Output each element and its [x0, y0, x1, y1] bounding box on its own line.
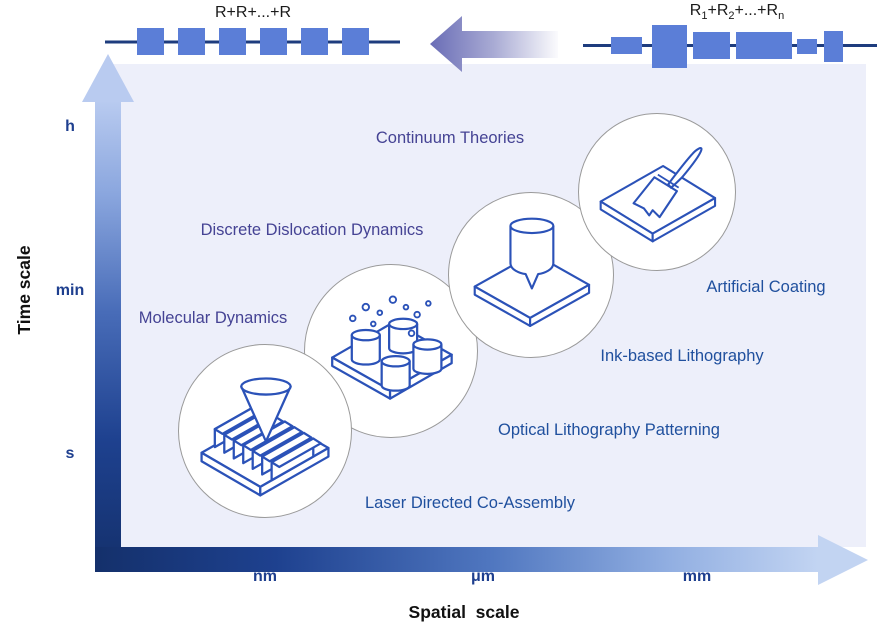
process-label-ink-litho: Ink-based Lithography [600, 347, 764, 365]
x-tick-nm: nm [253, 568, 277, 585]
y-tick-h: h [65, 118, 75, 135]
x-tick-um: μm [470, 568, 495, 585]
x-axis-title: Spatial scale [408, 602, 520, 622]
copolymer-label: R1+R2+...+Rn [689, 2, 785, 23]
y-tick-s: s [65, 445, 75, 462]
process-label-laser-assembly: Laser Directed Co-Assembly [365, 494, 575, 512]
pillars-icon [331, 295, 453, 400]
left-arrow-icon [430, 16, 558, 72]
y-tick-min: min [55, 282, 85, 299]
process-label-artificial-coating: Artificial Coating [706, 278, 826, 296]
laser-fins-icon [200, 377, 330, 497]
y-axis-shaft [95, 100, 121, 572]
node-circle-laser-assembly [178, 344, 352, 518]
x-tick-mm: mm [682, 568, 712, 585]
process-label-optical-litho: Optical Lithography Patterning [498, 421, 720, 439]
coating-brush-icon [599, 147, 717, 243]
copolymer-chain-graphic [583, 25, 877, 68]
model-label-molecular-dynamics: Molecular Dynamics [138, 309, 288, 327]
homopolymer-chain-graphic [105, 28, 400, 55]
homopolymer-label: R+R+...+R [214, 4, 292, 21]
y-axis-title: Time scale [14, 245, 34, 335]
model-label-continuum-theories: Continuum Theories [375, 129, 525, 147]
x-axis-arrowhead-icon [818, 535, 868, 585]
node-circle-artificial-coating [578, 113, 736, 271]
ink-nozzle-icon [473, 217, 591, 327]
y-axis-arrowhead-icon [82, 54, 134, 102]
model-label-discrete-dislocation: Discrete Dislocation Dynamics [200, 221, 424, 239]
x-axis-shaft [95, 547, 818, 572]
